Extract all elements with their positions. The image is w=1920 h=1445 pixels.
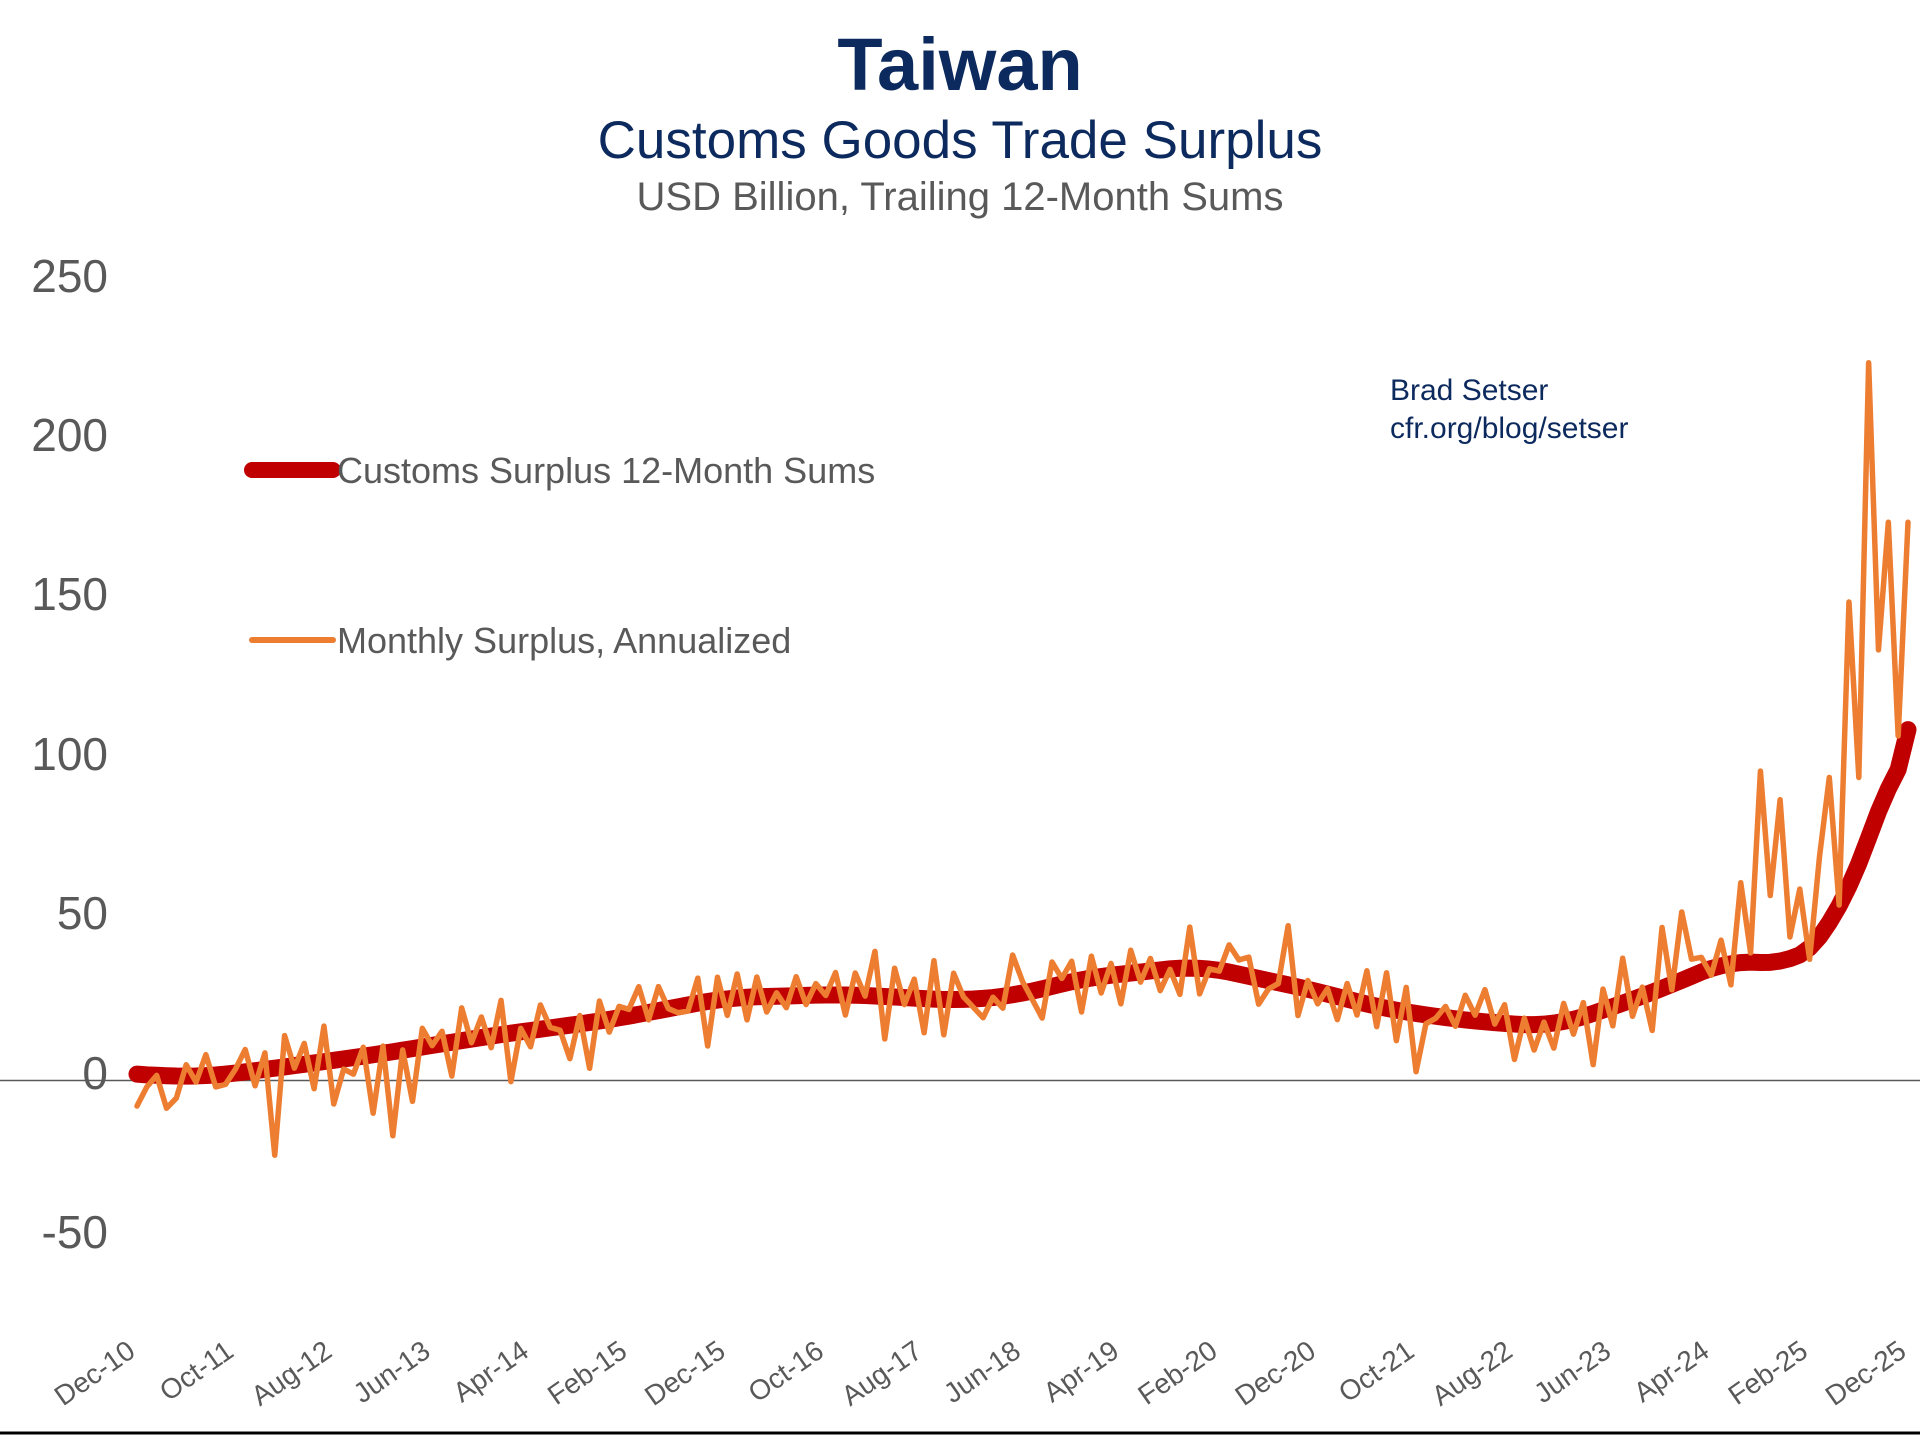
svg-text:150: 150 bbox=[31, 568, 108, 620]
svg-text:USD Billion, Trailing 12-Month: USD Billion, Trailing 12-Month Sums bbox=[637, 175, 1284, 219]
svg-text:cfr.org/blog/setser: cfr.org/blog/setser bbox=[1390, 412, 1628, 445]
svg-text:200: 200 bbox=[31, 409, 108, 461]
svg-text:Customs Goods Trade Surplus: Customs Goods Trade Surplus bbox=[598, 111, 1323, 170]
svg-text:Monthly Surplus, Annualized: Monthly Surplus, Annualized bbox=[337, 620, 791, 661]
svg-text:100: 100 bbox=[31, 728, 108, 780]
svg-text:Taiwan: Taiwan bbox=[837, 23, 1082, 106]
svg-text:Customs Surplus 12-Month Sums: Customs Surplus 12-Month Sums bbox=[337, 450, 875, 491]
svg-text:250: 250 bbox=[31, 250, 108, 302]
svg-text:0: 0 bbox=[82, 1047, 108, 1099]
svg-text:50: 50 bbox=[57, 887, 108, 939]
svg-text:Brad Setser: Brad Setser bbox=[1390, 374, 1548, 407]
svg-text:-50: -50 bbox=[42, 1206, 108, 1258]
